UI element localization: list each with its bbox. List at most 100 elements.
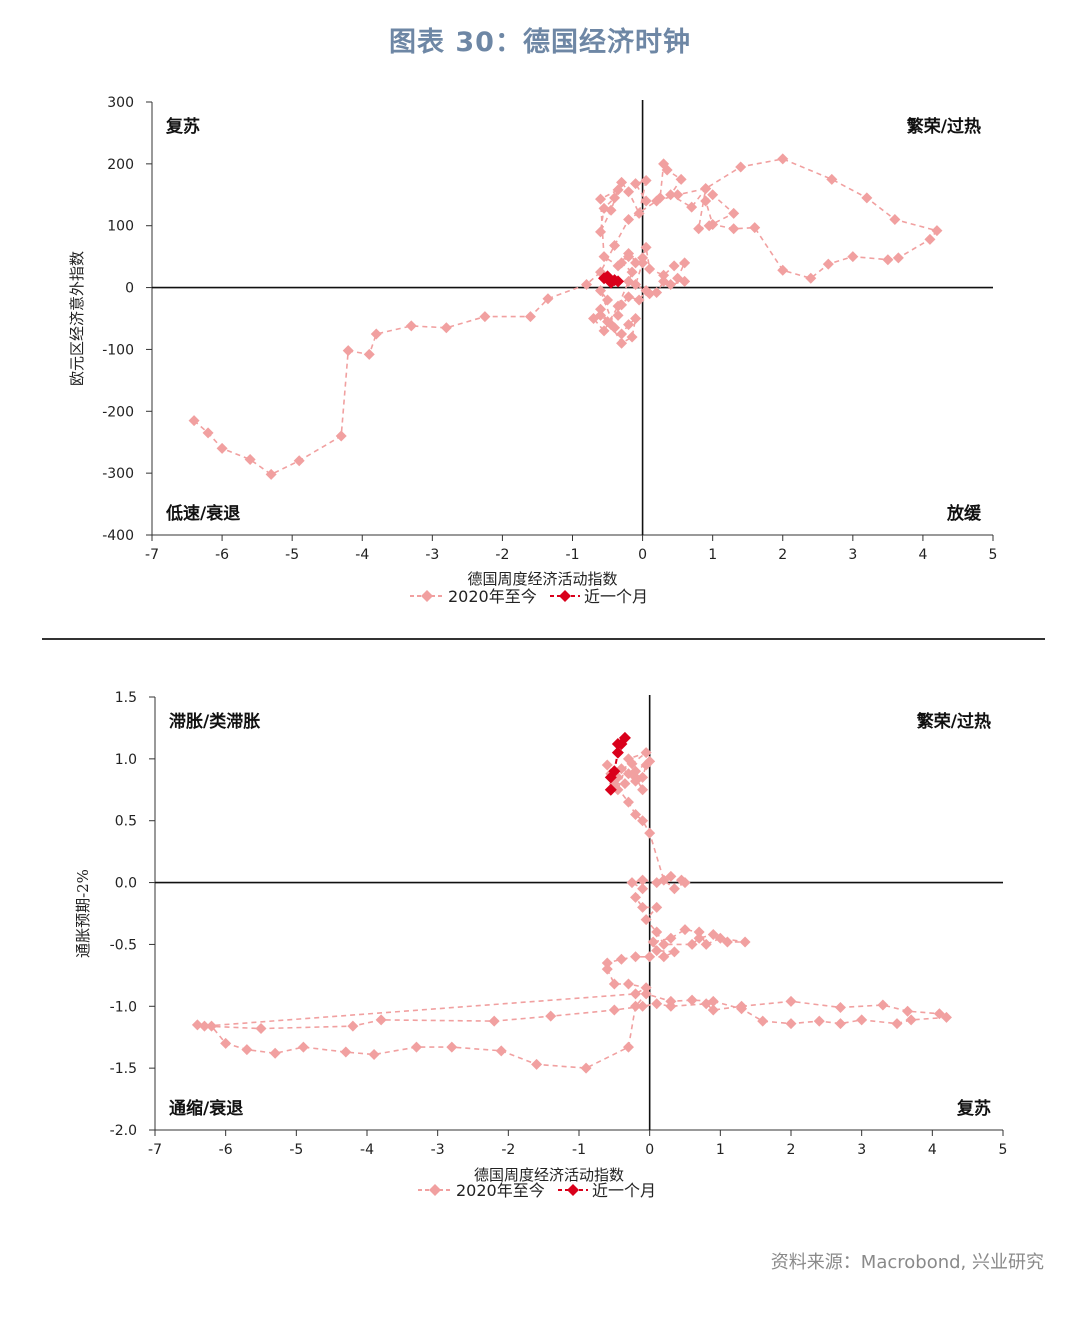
data-point-history	[616, 337, 628, 349]
data-point-history	[630, 178, 642, 190]
data-point-history	[637, 257, 649, 269]
data-point-history	[545, 1010, 557, 1022]
data-point-history	[630, 988, 642, 1000]
data-point-history	[777, 264, 789, 276]
data-point-history	[658, 938, 670, 950]
data-point-history	[612, 184, 624, 196]
data-point-history	[601, 963, 613, 975]
data-point-recent	[612, 275, 625, 288]
data-point-history	[581, 278, 593, 290]
legend-label-0: 2020年至今	[456, 1181, 545, 1200]
data-point-history	[293, 455, 305, 467]
data-point-history	[644, 288, 656, 300]
legend-marker-0	[421, 590, 433, 602]
data-point-history	[191, 1019, 203, 1031]
y-tick-label: -0.5	[110, 937, 137, 953]
data-point-history	[623, 291, 635, 303]
data-point-history	[877, 999, 889, 1011]
data-point-history	[595, 303, 607, 315]
y-tick-label: 1.5	[115, 690, 137, 706]
data-point-history	[608, 1004, 620, 1016]
data-point-history	[612, 300, 624, 312]
y-tick-label: 0.5	[115, 814, 137, 830]
data-point-history	[637, 771, 649, 783]
data-point-history	[651, 901, 663, 913]
data-point-history	[651, 945, 663, 957]
x-tick-label: -4	[355, 547, 369, 563]
data-point-history	[637, 815, 649, 827]
data-point-history	[700, 195, 712, 207]
data-point-history	[651, 926, 663, 938]
data-point-history	[891, 1018, 903, 1030]
data-point-history	[542, 293, 554, 305]
y-axis-title: 欧元区经济意外指数	[68, 251, 86, 386]
data-point-history	[269, 1047, 281, 1059]
x-tick-label: 3	[857, 1142, 866, 1158]
data-point-history	[651, 998, 663, 1010]
data-point-history	[813, 1015, 825, 1027]
data-point-history	[368, 1049, 380, 1061]
data-point-history	[826, 173, 838, 185]
x-tick-label: 3	[848, 547, 857, 563]
data-point-history	[700, 938, 712, 950]
data-point-history	[640, 759, 652, 771]
data-point-history	[675, 874, 687, 886]
data-point-history	[626, 877, 638, 889]
y-tick-label: -100	[102, 342, 134, 358]
series-line-history	[193, 158, 939, 476]
data-point-history	[446, 1041, 458, 1053]
data-point-history	[488, 1015, 500, 1027]
data-point-history	[707, 1004, 719, 1016]
y-tick-label: 0.0	[115, 876, 137, 892]
data-point-history	[188, 415, 200, 427]
legend-label-1: 近一个月	[592, 1181, 656, 1200]
x-tick-label: -7	[148, 1142, 162, 1158]
data-point-history	[616, 328, 628, 340]
x-tick-label: 4	[928, 1142, 937, 1158]
data-point-history	[644, 827, 656, 839]
data-point-history	[623, 319, 635, 331]
data-point-history	[861, 192, 873, 204]
data-point-history	[626, 331, 638, 343]
x-tick-label: 1	[708, 547, 717, 563]
data-point-history	[241, 1044, 253, 1056]
macro-clock-chart-top: -7 -6 -5 -4 -3 -2 -1 0 1 2 3 4 5 300 200 100 0 -100 -200 -3…	[68, 95, 997, 606]
data-point-history	[892, 252, 904, 264]
data-point-history	[640, 285, 652, 297]
y-tick-label: 300	[107, 95, 134, 111]
data-point-history	[335, 430, 347, 442]
data-point-history	[622, 753, 634, 765]
data-point-recent	[611, 738, 624, 751]
quadrant-label-bottom-right: 放缓	[946, 503, 982, 524]
data-point-history	[598, 251, 610, 263]
data-point-history	[622, 768, 634, 780]
data-point-history	[644, 263, 656, 275]
data-point-history	[931, 225, 943, 237]
data-point-history	[707, 929, 719, 941]
data-point-history	[805, 272, 817, 284]
data-point-history	[735, 161, 747, 173]
y-axis-title: 通胀预期-2%	[74, 869, 92, 958]
data-point-history	[531, 1058, 543, 1070]
data-point-history	[633, 207, 645, 219]
data-point-history	[882, 254, 894, 266]
legend-label-1: 近一个月	[584, 587, 648, 606]
data-point-history	[693, 926, 705, 938]
data-point-history	[665, 189, 677, 201]
section-divider	[42, 638, 1045, 640]
data-point-history	[785, 1018, 797, 1030]
x-tick-label: 5	[999, 1142, 1008, 1158]
data-point-history	[640, 988, 652, 1000]
quadrant-label-bottom-left: 通缩/衰退	[169, 1098, 243, 1119]
data-point-history	[661, 164, 673, 176]
data-point-history	[220, 1037, 232, 1049]
data-point-history	[630, 257, 642, 269]
y-tick-label: -400	[102, 528, 134, 544]
y-tick-label: -2.0	[110, 1123, 137, 1139]
x-axis-title: 德国周度经济活动指数	[474, 1166, 624, 1184]
data-point-history	[889, 214, 901, 226]
data-point-history	[297, 1041, 309, 1053]
x-tick-label: -6	[219, 1142, 233, 1158]
data-point-history	[370, 328, 382, 340]
data-point-history	[588, 313, 600, 324]
